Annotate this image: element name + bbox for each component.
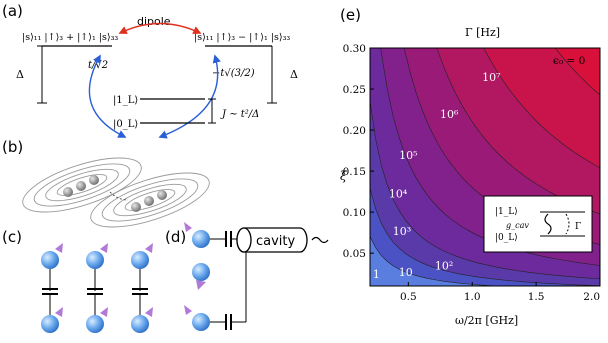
y-tick-label: 0.25: [343, 84, 366, 96]
y-tick-label: 0.10: [343, 207, 366, 219]
panel-a-label: (a): [2, 2, 23, 20]
contour-label: 10⁶: [440, 108, 459, 121]
panel-e-label: (e): [340, 6, 361, 24]
dots-2: [131, 190, 167, 212]
panel-b-label: (b): [2, 138, 23, 156]
contour-label: 10⁴: [389, 187, 408, 200]
cavity-circuit: cavity: [184, 222, 329, 331]
wave-icon: [311, 236, 329, 244]
coupling-left: t/√2: [88, 60, 108, 71]
contour-labels: 1 10 10² 10³ 10⁴ 10⁵ 10⁶ 10⁷: [373, 71, 501, 281]
x-tick-label: 1.0: [464, 291, 481, 303]
contour-label: 10: [399, 266, 413, 279]
state-right: |s⟩₁₁ |↑⟩₃ − |↑⟩₁ |s⟩₃₃: [194, 32, 290, 43]
contour-label: 10⁷: [482, 71, 501, 84]
y-tick-label: 0.15: [343, 166, 366, 178]
x-tick-label: 1.5: [528, 291, 545, 303]
cavity-label: cavity: [256, 234, 296, 249]
x-axis-label: ω/2π [GHz]: [455, 314, 518, 327]
axis-ticks: 0.5 1.0 1.5 2.0 0.05 0.10 0.15 0.20 0.25 0.30: [343, 43, 601, 303]
contour-band-1: [370, 236, 600, 286]
inset-diagram: |1_L⟩ |0_L⟩ g_cav Γ: [483, 195, 593, 253]
capacitor-chain: [41, 243, 153, 333]
epsilon-label: ϵ₀ = 0: [553, 55, 585, 67]
panel-d-label: (d): [165, 228, 186, 246]
quantum-dot-array-2: [90, 172, 210, 228]
inset-gcav: g_cav: [506, 221, 529, 230]
quantum-dot-array-1: [22, 157, 142, 213]
x-tick-label: 0.5: [400, 291, 417, 303]
inset-level-0: |0_L⟩: [495, 233, 518, 243]
level-1L: |1_L⟩: [113, 95, 138, 106]
y-tick-label: 0.20: [343, 125, 366, 137]
coupling-arrow-left: [88, 54, 127, 138]
contour-label: 10⁵: [399, 149, 417, 162]
x-tick-label: 2.0: [583, 291, 600, 303]
coupling-right: −t√(3/2): [212, 68, 255, 79]
contour-label: 1: [373, 268, 380, 281]
dipole-arrow: [118, 22, 202, 34]
level-0L: |0_L⟩: [113, 119, 138, 130]
y-axis-label: ξ: [340, 169, 348, 183]
coupling-arrow-right: [158, 54, 221, 139]
plot-frame: [369, 47, 601, 287]
j-label: J ∼ t²/Δ: [220, 109, 259, 120]
top-axis-label: Γ [Hz]: [465, 26, 500, 39]
y-tick-label: 0.30: [343, 43, 366, 55]
delta-right: Δ: [290, 68, 298, 81]
panel-c-label: (c): [2, 228, 22, 246]
state-left: |s⟩₁₁ |↑⟩₃ + |↑⟩₁ |s⟩₃₃: [22, 32, 118, 43]
inset-level-1: |1_L⟩: [495, 207, 518, 217]
inset-gamma: Γ: [575, 222, 581, 232]
contour-label: 10²: [435, 260, 453, 273]
y-tick-label: 0.05: [343, 248, 366, 260]
delta-left: Δ: [16, 68, 24, 81]
dots-1: [63, 175, 99, 197]
contour-label: 10³: [393, 225, 411, 238]
